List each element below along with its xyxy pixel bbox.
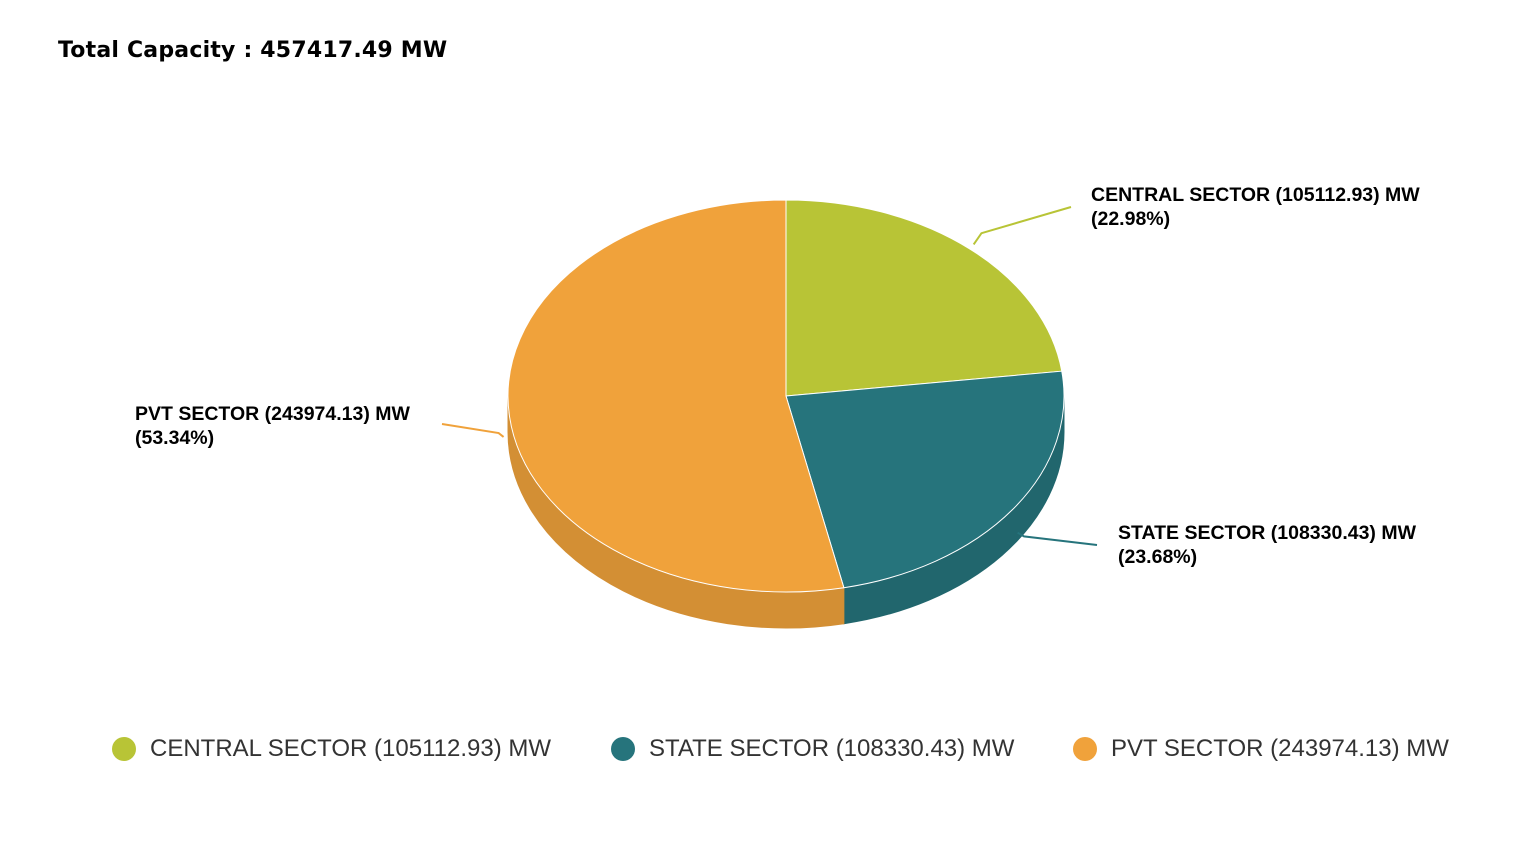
chart-legend: CENTRAL SECTOR (105112.93) MW STATE SECT… bbox=[0, 732, 1536, 766]
data-label-pvt-percent: (53.34%) bbox=[135, 427, 215, 449]
total-capacity-title: Total Capacity : 457417.49 MW bbox=[58, 38, 448, 63]
pie-slice-pvt[interactable] bbox=[507, 199, 845, 593]
legend-label-pvt: PVT SECTOR (243974.13) MW bbox=[1111, 735, 1449, 762]
pie-slice-central[interactable] bbox=[785, 199, 1063, 397]
data-label-state-sector: STATE SECTOR (108330.43) MW (23.68%) bbox=[1118, 521, 1416, 569]
label-connectors bbox=[441, 206, 1098, 546]
connector-pvt bbox=[441, 423, 505, 438]
legend-label-state: STATE SECTOR (108330.43) MW bbox=[649, 735, 1015, 762]
legend-item-central-sector[interactable]: CENTRAL SECTOR (105112.93) MW bbox=[112, 732, 551, 766]
connector-state bbox=[1017, 531, 1098, 546]
data-label-state-name: STATE SECTOR (108330.43) MW bbox=[1118, 522, 1416, 544]
data-label-pvt-name: PVT SECTOR (243974.13) MW bbox=[135, 403, 410, 425]
data-label-pvt-sector: PVT SECTOR (243974.13) MW (53.34%) bbox=[135, 402, 410, 450]
data-label-central-sector: CENTRAL SECTOR (105112.93) MW (22.98%) bbox=[1091, 183, 1420, 231]
pie-slice-state[interactable] bbox=[785, 370, 1065, 589]
data-label-central-name: CENTRAL SECTOR (105112.93) MW bbox=[1091, 184, 1420, 206]
legend-item-pvt-sector[interactable]: PVT SECTOR (243974.13) MW bbox=[1073, 732, 1449, 766]
legend-item-state-sector[interactable]: STATE SECTOR (108330.43) MW bbox=[611, 732, 1014, 766]
data-label-central-percent: (22.98%) bbox=[1091, 208, 1171, 230]
legend-marker-state bbox=[611, 737, 635, 761]
legend-label-central: CENTRAL SECTOR (105112.93) MW bbox=[150, 735, 552, 762]
connector-central bbox=[972, 206, 1072, 245]
legend-marker-central bbox=[112, 737, 136, 761]
legend-marker-pvt bbox=[1073, 737, 1097, 761]
pie-slices bbox=[507, 199, 1065, 593]
data-label-state-percent: (23.68%) bbox=[1118, 546, 1198, 568]
